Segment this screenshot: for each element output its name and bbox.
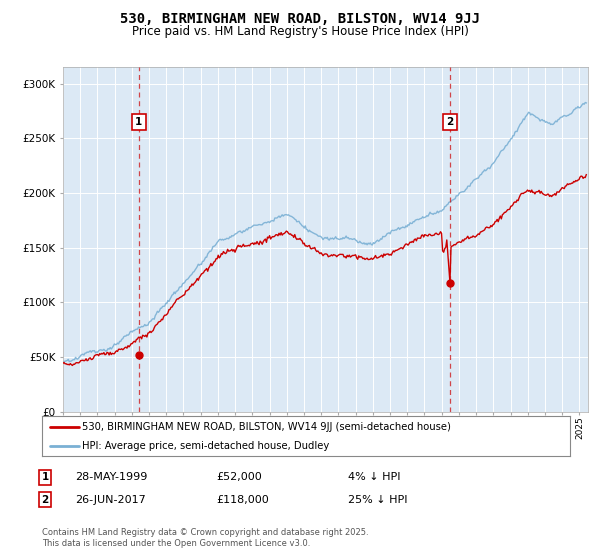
Text: 530, BIRMINGHAM NEW ROAD, BILSTON, WV14 9JJ: 530, BIRMINGHAM NEW ROAD, BILSTON, WV14 …: [120, 12, 480, 26]
Text: 2: 2: [41, 494, 49, 505]
Text: £52,000: £52,000: [216, 472, 262, 482]
Text: £118,000: £118,000: [216, 494, 269, 505]
Text: 2: 2: [446, 117, 454, 127]
Text: 25% ↓ HPI: 25% ↓ HPI: [348, 494, 407, 505]
Text: 1: 1: [41, 472, 49, 482]
Text: 530, BIRMINGHAM NEW ROAD, BILSTON, WV14 9JJ (semi-detached house): 530, BIRMINGHAM NEW ROAD, BILSTON, WV14 …: [82, 422, 451, 432]
Text: 4% ↓ HPI: 4% ↓ HPI: [348, 472, 401, 482]
Text: 1: 1: [135, 117, 143, 127]
Text: 28-MAY-1999: 28-MAY-1999: [75, 472, 148, 482]
Text: HPI: Average price, semi-detached house, Dudley: HPI: Average price, semi-detached house,…: [82, 441, 329, 450]
Text: 26-JUN-2017: 26-JUN-2017: [75, 494, 146, 505]
Text: Contains HM Land Registry data © Crown copyright and database right 2025.
This d: Contains HM Land Registry data © Crown c…: [42, 528, 368, 548]
Text: Price paid vs. HM Land Registry's House Price Index (HPI): Price paid vs. HM Land Registry's House …: [131, 25, 469, 38]
